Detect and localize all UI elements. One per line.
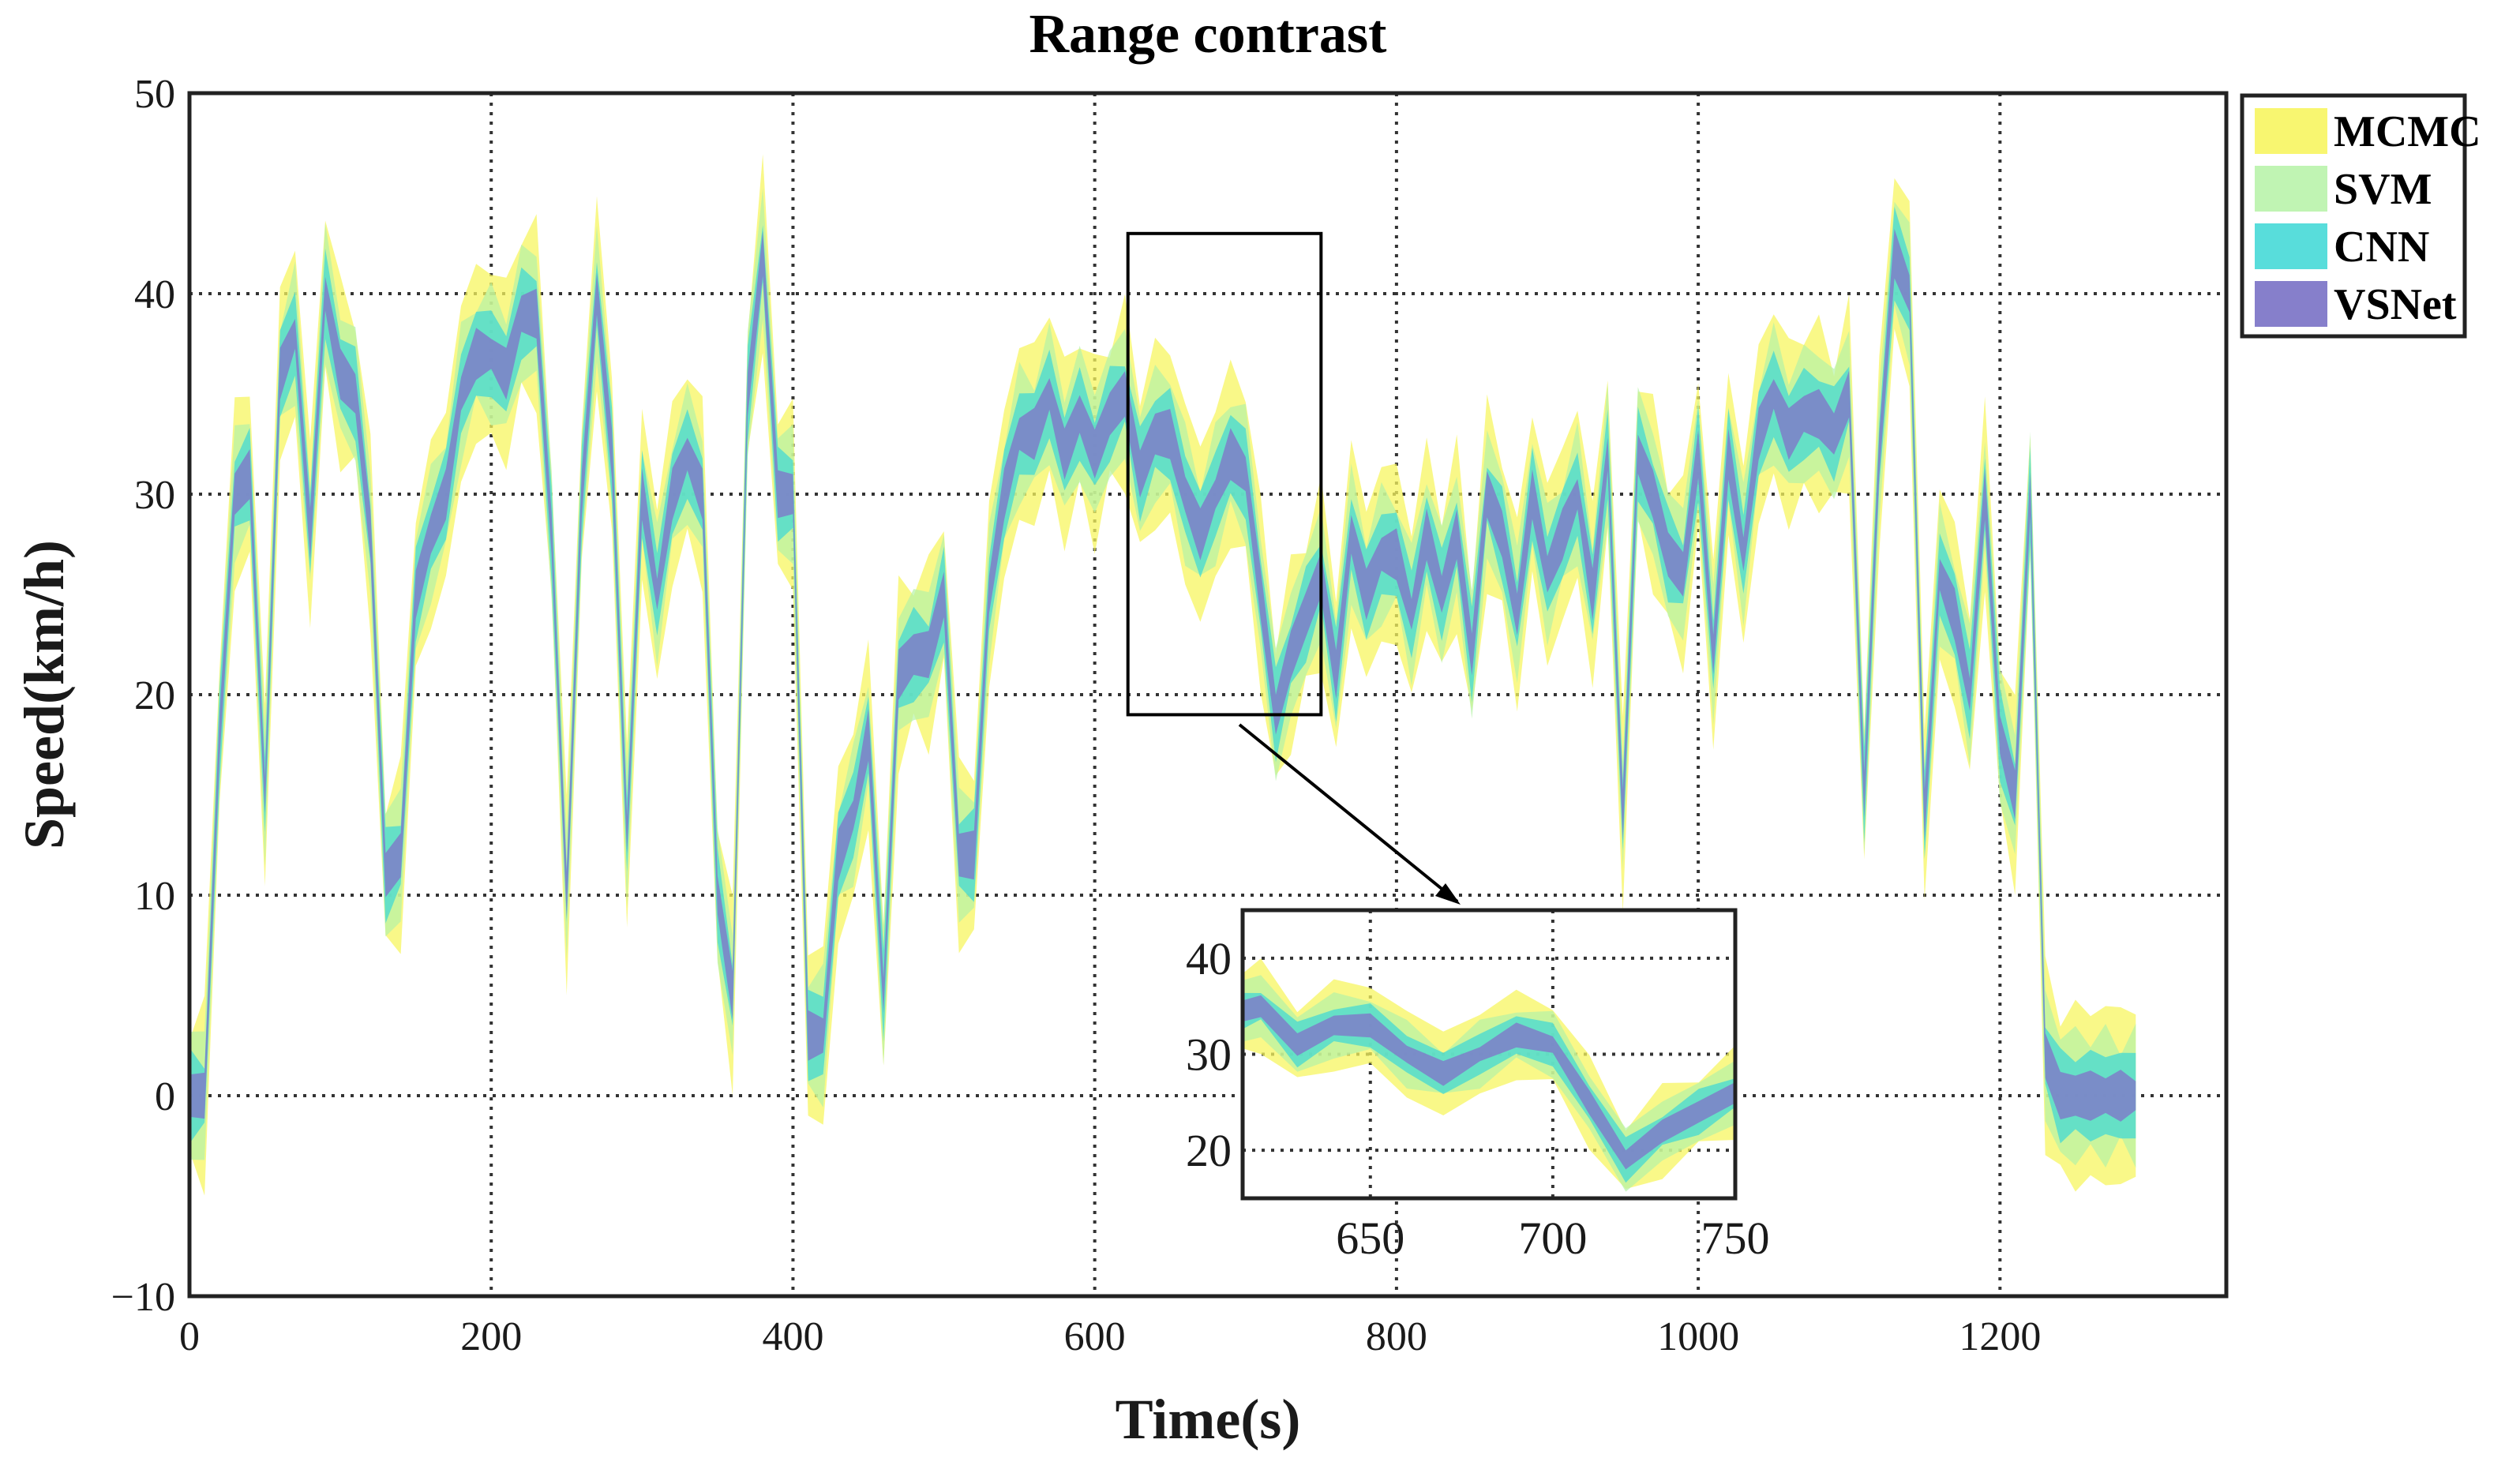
y-tick-label: 20 — [134, 673, 175, 718]
inset-y-tick-label: 20 — [1186, 1125, 1232, 1176]
legend-swatch-mcmc — [2255, 108, 2327, 154]
x-tick-label: 1000 — [1657, 1314, 1739, 1359]
inset-x-tick-label: 650 — [1336, 1213, 1404, 1264]
inset-data-bands — [1243, 958, 1735, 1192]
inset-y-tick-label: 40 — [1186, 933, 1232, 984]
x-tick-label: 600 — [1064, 1314, 1126, 1359]
band-mcmc — [189, 154, 2136, 1196]
inset-x-tick-labels: 650 700 750 — [1336, 1213, 1769, 1264]
y-tick-label: 50 — [134, 72, 175, 117]
x-tick-labels: 0 200 400 600 800 1000 1200 — [179, 1314, 2041, 1359]
main-data-bands — [189, 154, 2136, 1196]
legend-box — [2240, 93, 2467, 339]
zoom-inset: 650 700 750 20 30 40 — [1186, 908, 1770, 1264]
legend-label-svm: SVM — [2334, 165, 2432, 214]
inset-x-tick-label: 750 — [1701, 1213, 1770, 1264]
x-tick-label: 0 — [179, 1314, 200, 1359]
inset-y-tick-label: 30 — [1186, 1029, 1232, 1081]
y-tick-label: 0 — [155, 1074, 175, 1119]
x-tick-label: 400 — [762, 1314, 823, 1359]
y-tick-label: 30 — [134, 473, 175, 518]
y-tick-label: 40 — [134, 272, 175, 317]
legend-swatch-cnn — [2255, 223, 2327, 269]
legend-label-cnn: CNN — [2334, 223, 2429, 272]
x-axis-label: Time(s) — [1116, 1388, 1301, 1451]
legend-swatch-vsnet — [2255, 281, 2327, 327]
y-tick-label: 10 — [134, 874, 175, 919]
inset-x-tick-label: 700 — [1518, 1213, 1587, 1264]
band-svm — [189, 188, 2136, 1168]
plot-frame — [187, 91, 2229, 1299]
chart-title: Range contrast — [1029, 4, 1387, 65]
zoom-arrow — [1238, 723, 1459, 903]
x-tick-label: 800 — [1366, 1314, 1427, 1359]
inset-frame — [1240, 908, 1738, 1201]
y-axis-label: Speed(km/h) — [13, 540, 76, 849]
zoom-arrowhead — [1435, 883, 1461, 905]
legend-label-vsnet: VSNet — [2334, 280, 2457, 329]
zoom-source-box — [1126, 231, 1323, 717]
x-tick-label: 1200 — [1959, 1314, 2041, 1359]
inset-y-tick-labels: 20 30 40 — [1186, 933, 1232, 1176]
legend-label-mcmc: MCMC — [2334, 107, 2481, 156]
legend: MCMC SVM CNN VSNet — [2240, 93, 2481, 339]
y-tick-label: −10 — [111, 1275, 175, 1320]
x-tick-label: 200 — [460, 1314, 522, 1359]
legend-swatch-svm — [2255, 166, 2327, 212]
y-tick-labels: −10 0 10 20 30 40 50 — [111, 72, 175, 1320]
